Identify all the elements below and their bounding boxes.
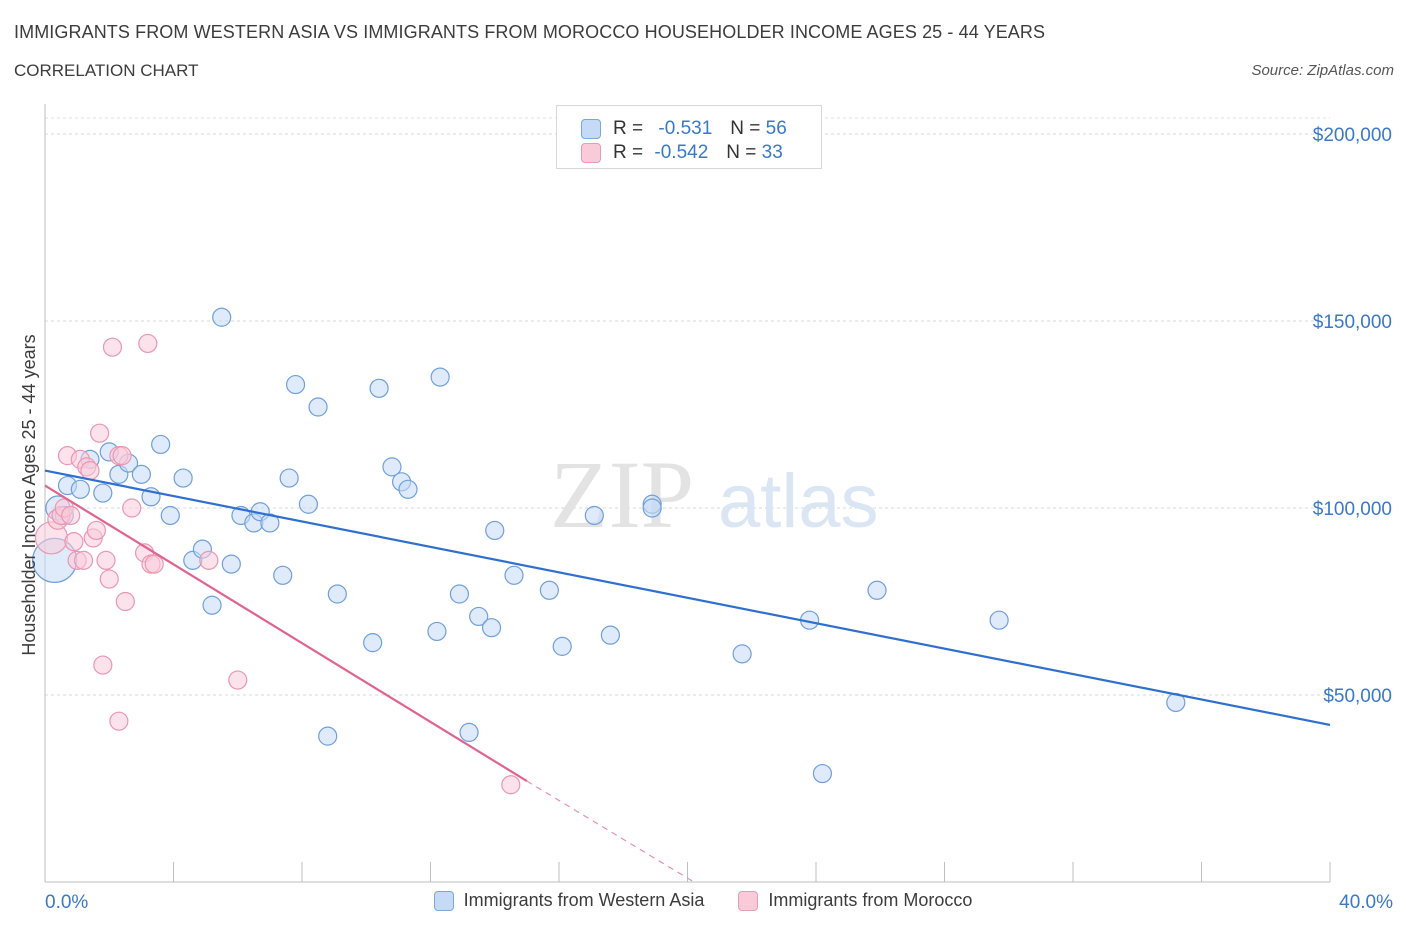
morocco-point — [109, 711, 129, 731]
western-asia-point — [552, 636, 572, 656]
western-asia-point — [151, 434, 171, 455]
data-points — [32, 307, 1186, 795]
morocco-point — [144, 554, 164, 574]
legend-swatch-morocco — [738, 890, 759, 911]
western-asia-point — [260, 513, 280, 533]
morocco-point — [102, 337, 123, 357]
morocco-point — [64, 532, 84, 552]
morocco-point — [199, 550, 219, 570]
western-asia-point — [732, 644, 752, 664]
western-asia-point — [382, 457, 402, 477]
western-asia-point — [469, 606, 489, 627]
western-asia-point — [363, 633, 383, 653]
chart-title: IMMIGRANTS FROM WESTERN ASIA VS IMMIGRAN… — [14, 22, 1046, 42]
western-asia-point — [160, 505, 180, 526]
n-value: 33 — [761, 142, 783, 163]
trend-lines — [44, 469, 1331, 883]
western-asia-point — [318, 726, 338, 746]
western-asia-point — [812, 763, 833, 784]
morocco-point — [86, 520, 107, 541]
morocco-point — [73, 550, 94, 570]
y-tick-label: $100,000 — [1313, 499, 1392, 520]
y-tick-label: $150,000 — [1313, 312, 1392, 333]
morocco-point — [112, 446, 132, 466]
western-asia-point — [70, 479, 90, 499]
morocco-point — [96, 550, 116, 570]
series-legend: Immigrants from Western Asia Immigrants … — [0, 890, 1406, 911]
western-asia-point — [273, 565, 293, 585]
western-asia-point — [459, 722, 479, 743]
morocco-trend-extension — [526, 780, 695, 883]
morocco-point — [501, 775, 521, 795]
legend-label-morocco: Immigrants from Morocco — [768, 890, 973, 910]
western-asia-point — [131, 464, 151, 484]
western-asia-point — [584, 505, 604, 526]
western-asia-point — [369, 378, 389, 398]
legend-label-western-asia: Immigrants from Western Asia — [463, 890, 705, 910]
western-asia-point — [481, 618, 502, 638]
western-asia-point — [212, 307, 232, 327]
r-value: -0.542 — [654, 142, 709, 163]
morocco-point — [99, 569, 119, 589]
watermark-zip: ZIP — [550, 441, 694, 548]
morocco-point — [80, 461, 100, 481]
western-asia-point — [398, 479, 418, 499]
y-axis-label: Householder Income Ages 25 - 44 years — [19, 334, 39, 655]
western-asia-point — [867, 580, 887, 600]
watermark-atlas: atlas — [718, 459, 879, 544]
western-asia-point — [600, 625, 621, 645]
n-value: 56 — [765, 118, 787, 139]
r-value: -0.531 — [658, 118, 713, 139]
western-asia-point — [327, 584, 347, 604]
legend-item-western-asia: Immigrants from Western Asia — [433, 890, 705, 911]
western-asia-point — [93, 483, 113, 503]
western-asia-point — [202, 595, 222, 615]
morocco-point — [138, 333, 158, 354]
stats-row-morocco: R = -0.542 N = 33 — [581, 141, 783, 165]
western-asia-point — [504, 565, 524, 585]
x-tick-label-max: 40.0% — [1339, 892, 1393, 913]
n-label: N = — [730, 118, 761, 139]
morocco-point — [90, 423, 110, 443]
western-asia-point — [485, 520, 505, 541]
axes — [44, 104, 1331, 883]
watermark: ZIP atlas — [550, 441, 879, 548]
western-asia-point — [449, 584, 470, 604]
y-tick-label: $200,000 — [1313, 125, 1392, 146]
chart-subtitle: CORRELATION CHART — [14, 61, 199, 80]
morocco-point — [93, 655, 113, 675]
western-asia-swatch — [581, 119, 601, 139]
x-tick-label-min: 0.0% — [45, 892, 88, 913]
morocco-trend-line — [44, 484, 528, 782]
y-tick-label: $50,000 — [1323, 686, 1392, 707]
stats-legend: R = -0.531 N = 56 R = -0.542 N = 33 — [556, 105, 822, 169]
western-asia-point — [642, 498, 662, 518]
western-asia-point — [989, 610, 1009, 630]
morocco-point — [61, 505, 81, 526]
western-asia-point — [308, 397, 328, 417]
grid-lines — [45, 117, 1330, 696]
western-asia-point — [279, 468, 299, 488]
r-label: R = — [613, 142, 644, 163]
morocco-swatch — [581, 143, 601, 163]
western-asia-point — [427, 621, 447, 642]
legend-swatch-western-asia — [433, 890, 454, 911]
morocco-point — [122, 498, 142, 518]
morocco-point — [228, 670, 248, 690]
axis-labels: Householder Income Ages 25 - 44 years $5… — [19, 125, 1393, 913]
western-asia-point — [221, 554, 241, 574]
western-asia-point — [285, 374, 306, 395]
stats-row-western-asia: R = -0.531 N = 56 — [581, 117, 787, 141]
western-asia-point — [298, 494, 319, 514]
n-label: N = — [726, 142, 757, 163]
western-asia-trend-line — [44, 469, 1331, 726]
western-asia-point — [173, 468, 193, 488]
morocco-point — [115, 591, 135, 612]
r-label: R = — [613, 118, 644, 139]
western-asia-point — [539, 580, 559, 600]
legend-item-morocco: Immigrants from Morocco — [738, 890, 972, 911]
western-asia-point — [430, 367, 450, 387]
source-attribution: Source: ZipAtlas.com — [1251, 62, 1394, 79]
